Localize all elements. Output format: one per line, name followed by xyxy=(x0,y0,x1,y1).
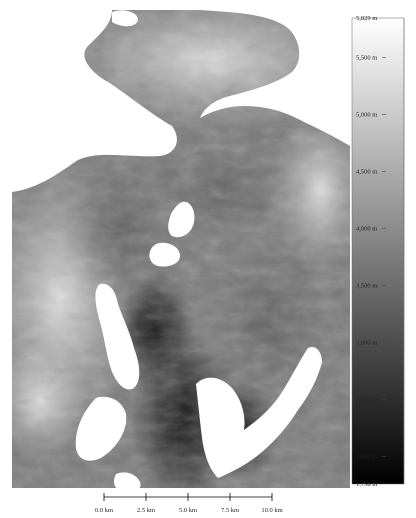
scale-label: 10.0 km xyxy=(261,507,282,514)
scale-label: 2.5 km xyxy=(137,507,155,514)
scale-label: 7.5 km xyxy=(221,507,239,514)
legend-tick-label: 5,000 m xyxy=(356,111,377,118)
legend-tick-label: 2,500 m xyxy=(356,396,377,403)
terrain-raster xyxy=(12,10,350,488)
scale-ticks: 0.0 km 2.5 km 5.0 km 7.5 km 10.0 km xyxy=(95,493,283,514)
scale-bar: 0.0 km 2.5 km 5.0 km 7.5 km 10.0 km xyxy=(95,493,283,514)
legend-tick-label: 3,000 m xyxy=(356,339,377,346)
legend-tick-label: 5,500 m xyxy=(356,54,377,61)
legend-tick-label: 4,500 m xyxy=(356,168,377,175)
legend-min-label: 1,758 m xyxy=(356,481,377,488)
legend-ticks: 5,500 m 5,000 m 4,500 m 4,000 m 3,500 m 3,000… xyxy=(356,54,386,460)
legend-tick-label: 4,000 m xyxy=(356,225,377,232)
scale-label: 0.0 km xyxy=(95,507,113,514)
legend-tick-label: 3,500 m xyxy=(356,282,377,289)
legend-tick-label: 2,000 m xyxy=(356,453,377,460)
legend-gradient-bar xyxy=(351,17,405,485)
elevation-legend: 5,829 m 1,758 m 5,500 m 5,000 m 4,500 m 4,0… xyxy=(351,15,405,488)
legend-max-label: 5,829 m xyxy=(356,15,377,22)
no-data-areas xyxy=(12,10,350,488)
scale-label: 5.0 km xyxy=(179,507,197,514)
